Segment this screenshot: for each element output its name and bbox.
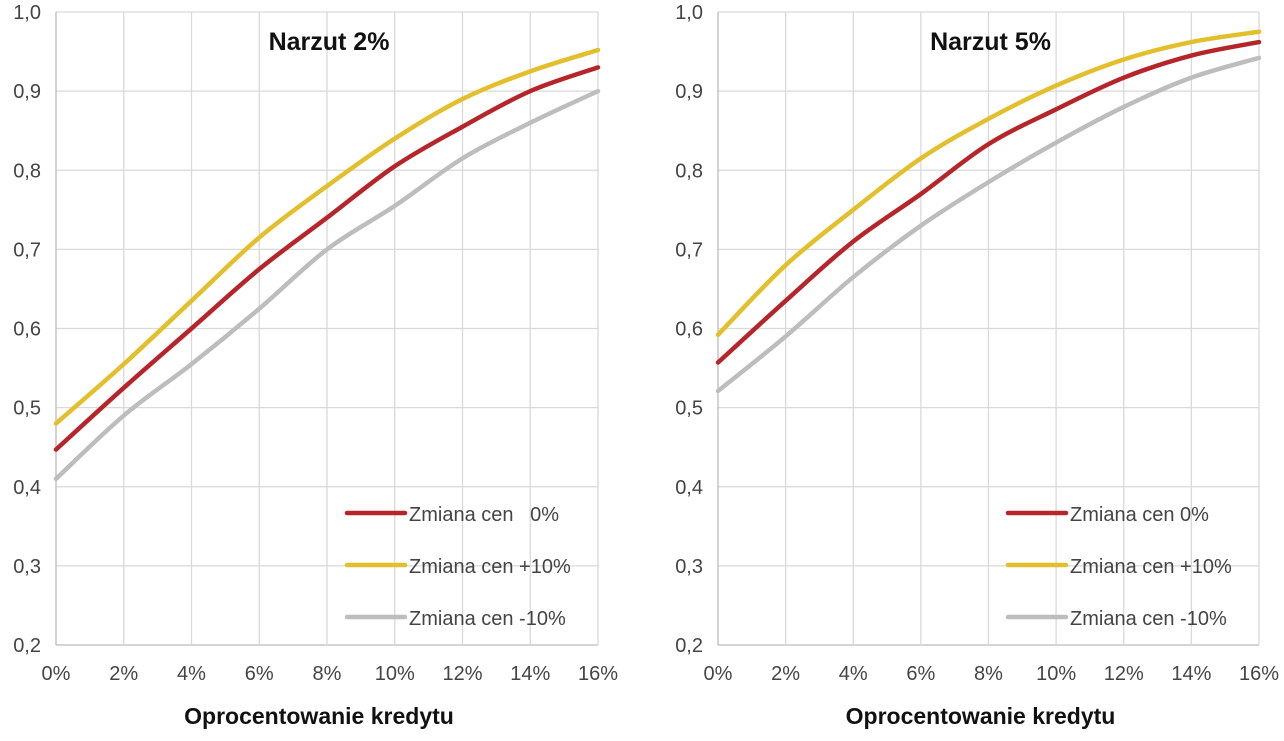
y-tick-label: 0,7 [675,239,703,261]
y-tick-label: 0,8 [13,160,41,182]
chart-panel-2: 0,2 0,3 0,4 0,5 0,6 0,7 0,8 0,9 1,0 0% 2% 4% 6% 8% 10%… [675,2,1279,729]
y-tick-label: 0,5 [675,398,703,420]
x-tick-label: 14% [1171,663,1211,685]
x-tick-label: 16% [578,663,618,685]
legend-label: Zmiana cen +10% [1070,556,1232,578]
legend-label: Zmiana cen 0% [1070,504,1209,526]
y-tick-label: 0,4 [675,477,703,499]
y-tick-label: 0,2 [675,635,703,657]
y-tick-label: 0,2 [13,635,41,657]
x-tick-label: 6% [906,663,935,685]
x-tick-label: 4% [839,663,868,685]
y-tick-label: 0,7 [13,239,41,261]
y-tick-label: 0,9 [675,81,703,103]
x-tick-label: 8% [313,663,342,685]
legend-label: Zmiana cen -10% [409,608,566,630]
series-line-2 [715,29,1262,338]
series-line-1 [715,39,1262,365]
x-tick-label: 0% [42,663,71,685]
x-tick-label: 8% [974,663,1003,685]
series-line-1 [53,65,601,452]
series-line-2 [53,47,601,426]
x-axis-title: Oprocentowanie kredytu [846,703,1116,729]
y-tick-label: 1,0 [13,2,41,24]
legend-label: Zmiana cen +10% [409,556,571,578]
legend-label: Zmiana cen 0% [409,504,559,526]
legend-label: Zmiana cen -10% [1070,608,1227,630]
x-tick-label: 10% [1036,663,1076,685]
x-tick-label: 4% [177,663,206,685]
y-tick-label: 0,9 [13,81,41,103]
x-tick-label: 14% [510,663,550,685]
chart-panel-1: 0,2 0,3 0,4 0,5 0,6 0,7 0,8 0,9 1,0 0% 2% 4% 6% 8% 10%… [13,2,618,729]
x-axis-title: Oprocentowanie kredytu [184,703,454,729]
x-tick-label: 12% [1104,663,1144,685]
x-tick-label: 6% [245,663,274,685]
y-tick-label: 0,8 [675,160,703,182]
series-line-3 [715,55,1262,394]
x-tick-label: 2% [771,663,800,685]
chart-title: Narzut 2% [269,28,390,56]
y-tick-label: 0,3 [675,556,703,578]
series-line-3 [53,88,601,482]
y-tick-label: 0,5 [13,398,41,420]
y-tick-label: 0,6 [675,319,703,341]
y-tick-label: 0,4 [13,477,41,499]
x-tick-label: 12% [442,663,482,685]
y-tick-label: 0,3 [13,556,41,578]
x-tick-label: 2% [109,663,138,685]
y-tick-label: 0,6 [13,319,41,341]
chart-title: Narzut 5% [930,28,1051,56]
x-tick-label: 0% [704,663,733,685]
x-tick-label: 10% [375,663,415,685]
x-tick-label: 16% [1239,663,1279,685]
y-tick-label: 1,0 [675,2,703,24]
